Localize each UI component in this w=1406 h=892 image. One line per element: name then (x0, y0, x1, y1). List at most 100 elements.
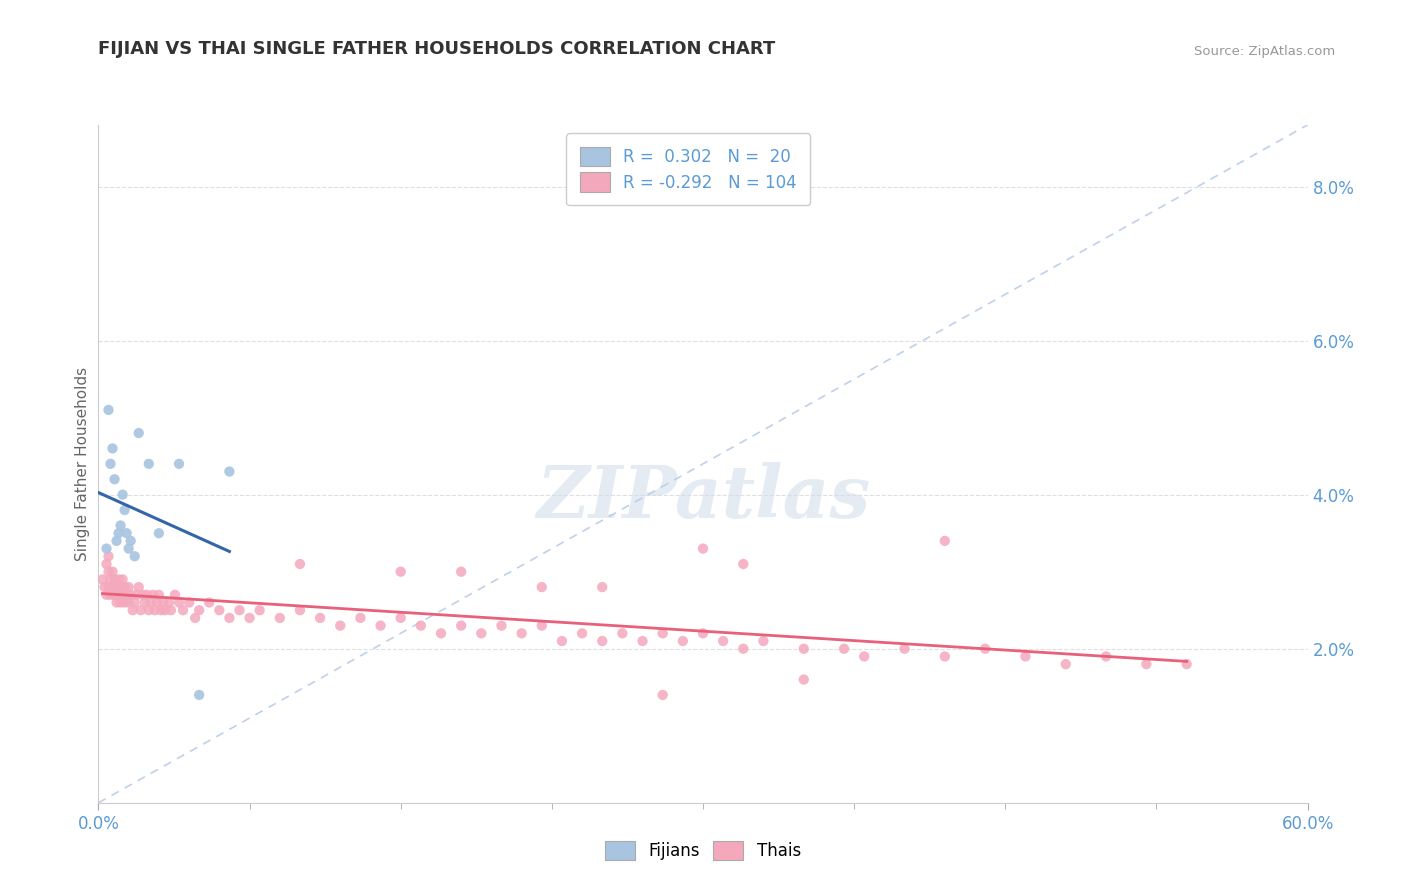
Point (1054, 657, 1077, 672)
Point (128, 425, 150, 440)
Point (249, 603, 271, 617)
Point (142, 588, 165, 602)
Point (111, 588, 134, 602)
Point (124, 595, 146, 609)
Point (179, 595, 201, 609)
Point (551, 634, 574, 648)
Point (530, 618, 553, 632)
Point (167, 457, 190, 471)
Point (218, 465, 240, 479)
Point (114, 580, 136, 594)
Point (134, 595, 156, 609)
Point (111, 573, 134, 587)
Point (239, 611, 262, 625)
Text: FIJIAN VS THAI SINGLE FATHER HOUSEHOLDS CORRELATION CHART: FIJIAN VS THAI SINGLE FATHER HOUSEHOLDS … (98, 40, 776, 58)
Point (129, 603, 152, 617)
Point (832, 641, 855, 656)
Point (733, 641, 755, 656)
Point (1175, 657, 1198, 672)
Point (125, 588, 148, 602)
Point (208, 603, 231, 617)
Point (100, 573, 122, 587)
Point (157, 595, 180, 609)
Point (110, 595, 132, 609)
Point (651, 688, 673, 702)
Point (152, 595, 174, 609)
Point (105, 533, 128, 548)
Point (105, 595, 128, 609)
Point (96, 557, 118, 571)
Point (288, 603, 311, 617)
Point (409, 618, 432, 632)
Legend: R =  0.302   N =  20, R = -0.292   N = 104: R = 0.302 N = 20, R = -0.292 N = 104 (567, 133, 810, 205)
Point (672, 634, 695, 648)
Point (793, 673, 815, 687)
Point (93, 580, 115, 594)
Point (115, 588, 138, 602)
Point (100, 588, 122, 602)
Point (288, 557, 311, 571)
Point (120, 533, 142, 548)
Point (110, 518, 132, 533)
Point (153, 603, 176, 617)
Point (389, 565, 412, 579)
Point (631, 634, 654, 648)
Point (103, 588, 125, 602)
Point (96, 588, 118, 602)
Point (101, 580, 124, 594)
Point (692, 626, 714, 640)
Point (752, 634, 775, 648)
Point (450, 565, 472, 579)
Point (349, 611, 371, 625)
Point (97, 580, 120, 594)
Point (329, 618, 352, 632)
Point (132, 588, 155, 602)
Point (1014, 649, 1036, 664)
Point (101, 565, 124, 579)
Point (198, 595, 221, 609)
Legend: Fijians, Thais: Fijians, Thais (595, 831, 811, 871)
Point (1135, 657, 1157, 672)
Point (269, 611, 291, 625)
Point (103, 573, 125, 587)
Point (188, 688, 211, 702)
Point (733, 557, 755, 571)
Point (692, 541, 714, 556)
Point (91, 573, 114, 587)
Point (148, 526, 170, 541)
Point (149, 603, 172, 617)
Point (138, 603, 160, 617)
Point (651, 626, 673, 640)
Point (115, 526, 138, 541)
Point (853, 649, 876, 664)
Y-axis label: Single Father Households: Single Father Households (75, 367, 90, 561)
Point (107, 573, 129, 587)
Point (118, 580, 141, 594)
Point (118, 595, 141, 609)
Point (184, 611, 207, 625)
Point (450, 618, 472, 632)
Point (114, 595, 136, 609)
Point (96, 541, 118, 556)
Point (470, 626, 492, 640)
Point (612, 626, 634, 640)
Point (148, 588, 170, 602)
Point (893, 641, 915, 656)
Point (111, 488, 134, 502)
Point (974, 641, 997, 656)
Point (228, 603, 250, 617)
Text: Source: ZipAtlas.com: Source: ZipAtlas.com (1195, 45, 1336, 58)
Point (530, 580, 553, 594)
Point (510, 626, 533, 640)
Point (571, 626, 593, 640)
Point (491, 618, 513, 632)
Point (934, 649, 956, 664)
Point (120, 588, 142, 602)
Point (110, 580, 132, 594)
Point (218, 611, 240, 625)
Point (107, 526, 129, 541)
Point (128, 580, 150, 594)
Text: ZIPatlas: ZIPatlas (536, 462, 870, 533)
Point (97, 403, 120, 417)
Point (139, 595, 162, 609)
